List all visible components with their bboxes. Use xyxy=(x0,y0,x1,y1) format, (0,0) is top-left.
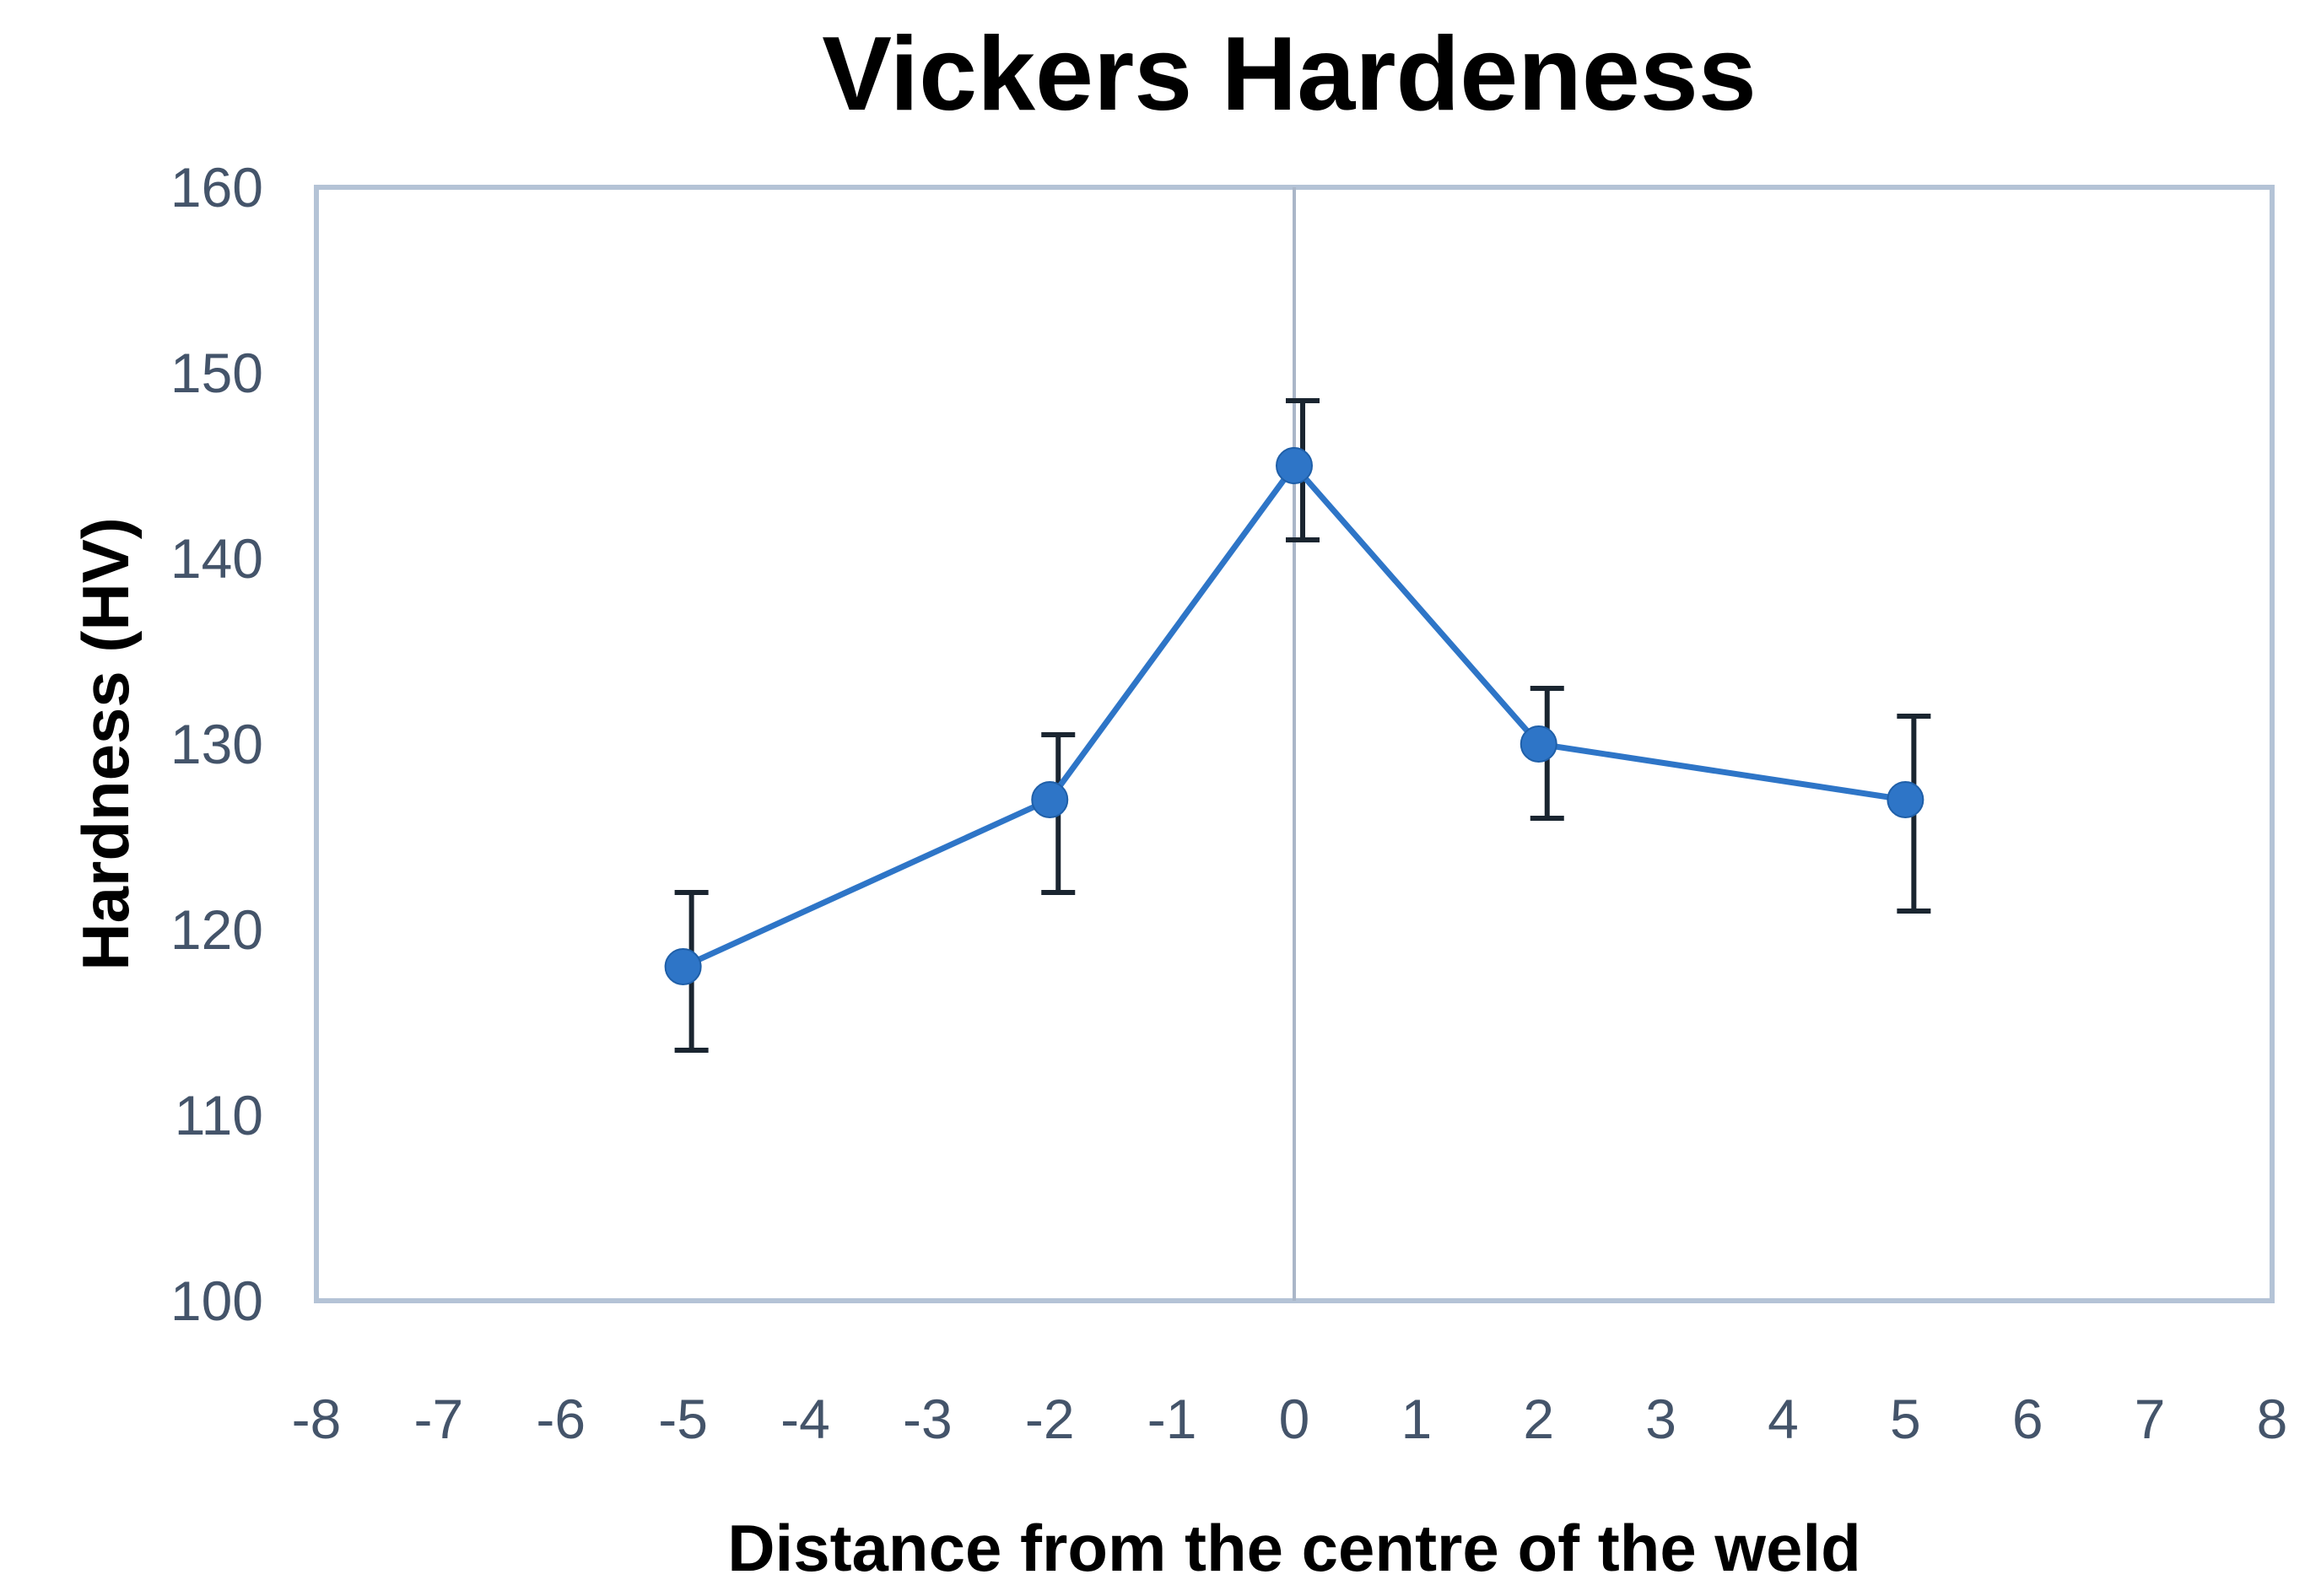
y-tick-label: 150 xyxy=(170,342,263,404)
x-axis-label: Distance from the centre of the weld xyxy=(727,1511,1861,1585)
y-tick-label: 160 xyxy=(170,156,263,218)
x-tick-label: -4 xyxy=(780,1388,830,1450)
y-tick-label: 110 xyxy=(175,1084,263,1146)
x-tick-label: 1 xyxy=(1401,1388,1433,1450)
data-point xyxy=(664,948,702,985)
x-tick-label: -1 xyxy=(1147,1388,1197,1450)
error-bars xyxy=(674,398,1931,1053)
y-tick-label: 130 xyxy=(170,713,263,775)
x-tick-label: -7 xyxy=(414,1388,464,1450)
x-tick-labels: -8 -7 -6 -5 -4 -3 -2 -1 0 1 2 3 4 5 6 7 8 xyxy=(292,1388,2288,1450)
x-tick-label: 7 xyxy=(2135,1388,2166,1450)
data-point xyxy=(1031,781,1069,818)
x-tick-label: 5 xyxy=(1890,1388,1921,1450)
chart-title: Vickers Hardeness xyxy=(822,16,1757,132)
y-tick-label: 120 xyxy=(170,898,263,961)
x-tick-label: -6 xyxy=(536,1388,586,1450)
x-tick-label: -5 xyxy=(658,1388,708,1450)
y-tick-label: 140 xyxy=(170,527,263,590)
x-tick-label: -8 xyxy=(292,1388,342,1450)
x-tick-label: 0 xyxy=(1279,1388,1310,1450)
x-tick-label: 3 xyxy=(1645,1388,1676,1450)
y-tick-label: 100 xyxy=(170,1270,263,1332)
y-axis-label: Hardness (HV) xyxy=(68,517,143,970)
x-tick-label: 6 xyxy=(2012,1388,2043,1450)
data-point xyxy=(1520,725,1557,763)
y-tick-labels: 100 110 120 130 140 150 160 xyxy=(170,156,263,1332)
data-point xyxy=(1887,781,1924,818)
data-point xyxy=(1276,447,1313,484)
x-tick-label: -3 xyxy=(903,1388,953,1450)
x-tick-label: 2 xyxy=(1523,1388,1554,1450)
x-tick-label: 8 xyxy=(2257,1388,2288,1450)
x-tick-label: 4 xyxy=(1768,1388,1799,1450)
x-tick-label: -2 xyxy=(1025,1388,1075,1450)
data-points xyxy=(664,447,1924,985)
